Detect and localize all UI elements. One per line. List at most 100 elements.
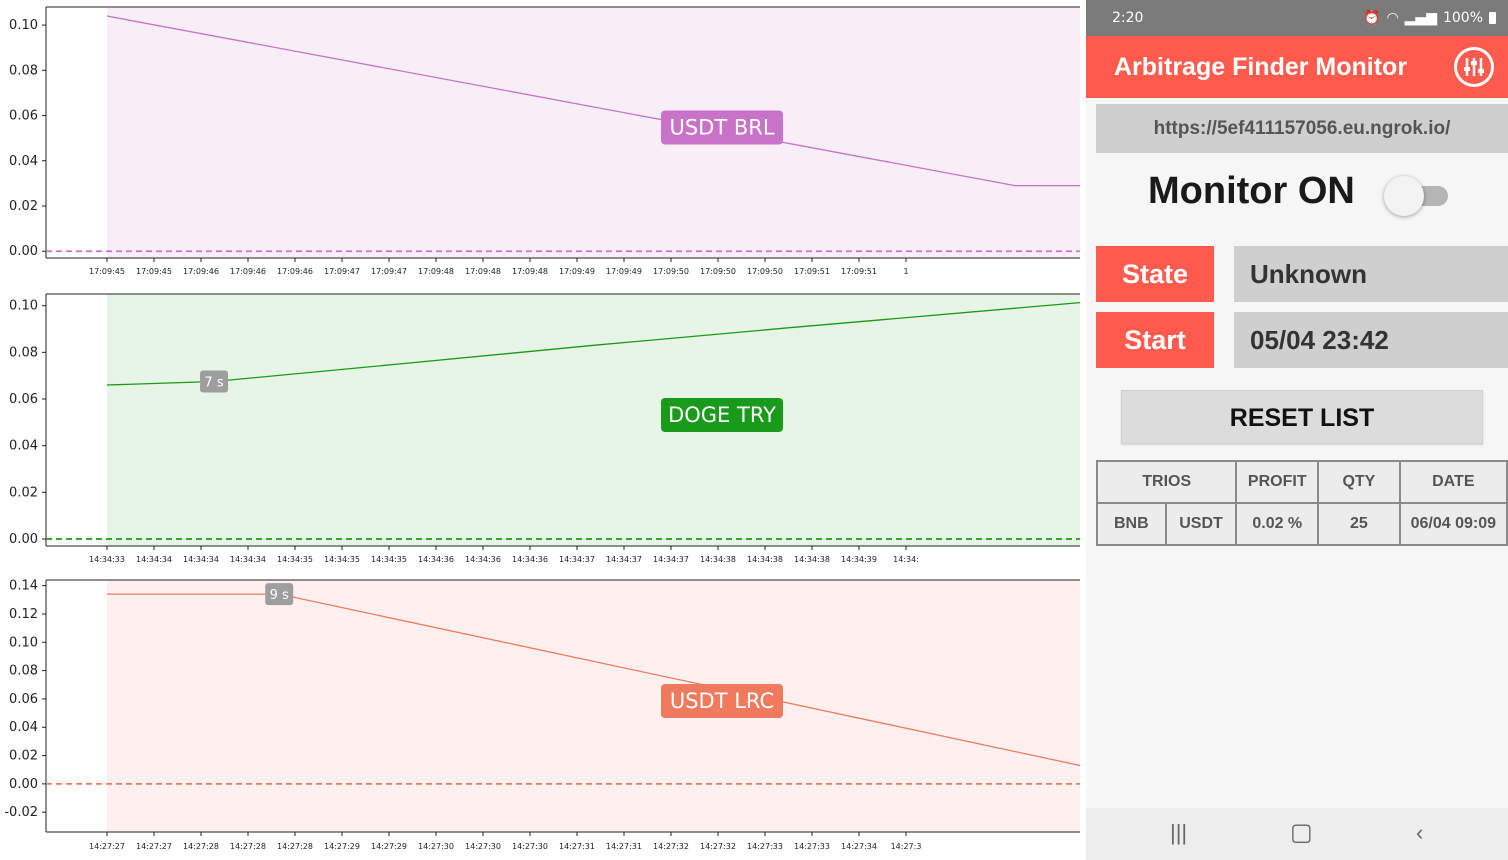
x-tick-label: 17:09:45 <box>89 267 125 276</box>
pair-label: USDT BRL <box>669 116 774 140</box>
x-tick-label: 17:09:46 <box>277 267 313 276</box>
y-tick-label: 0.06 <box>9 692 38 707</box>
x-tick-label: 14:34:38 <box>794 555 830 564</box>
x-tick-label: 14:27:3 <box>891 842 922 851</box>
x-tick-label: 14:27:27 <box>136 842 172 851</box>
y-tick-label: 0.00 <box>9 532 38 547</box>
table-row[interactable]: BNB USDT 0.02 % 25 06/04 09:09 <box>1097 503 1507 545</box>
chart-usdt-lrc: -0.020.000.020.040.060.080.100.120.1414:… <box>4 579 1080 851</box>
y-tick-label: 0.06 <box>9 392 38 407</box>
y-tick-label: 0.04 <box>9 154 38 169</box>
header-date: DATE <box>1400 461 1507 503</box>
y-tick-label: 0.08 <box>9 664 38 679</box>
x-tick-label: 17:09:45 <box>136 267 172 276</box>
header-profit: PROFIT <box>1236 461 1318 503</box>
time-badge-label: 9 s <box>270 588 289 603</box>
x-tick-label: 17:09:48 <box>418 267 454 276</box>
x-tick-label: 17:09:48 <box>512 267 548 276</box>
x-tick-label: 14:34:35 <box>324 555 360 564</box>
app-title: Arbitrage Finder Monitor <box>1114 53 1407 82</box>
battery-icon <box>1489 12 1496 24</box>
x-tick-label: 14:27:29 <box>371 842 407 851</box>
status-icons: ⏰ ◠ ▂▄▆ 100% <box>1363 10 1496 26</box>
start-value: 05/04 23:42 <box>1234 312 1508 368</box>
table-header-row: TRIOS PROFIT QTY DATE <box>1097 461 1507 503</box>
x-tick-label: 14:27:34 <box>841 842 877 851</box>
y-tick-label: 0.12 <box>9 607 38 622</box>
recent-apps-icon[interactable]: ||| <box>1170 820 1187 846</box>
pair-label: DOGE TRY <box>668 403 776 427</box>
chart-fill <box>107 294 1080 546</box>
x-tick-label: 17:09:46 <box>183 267 219 276</box>
x-tick-label: 17:09:50 <box>747 267 783 276</box>
x-tick-label: 1 <box>903 267 908 276</box>
back-icon[interactable]: ‹ <box>1416 820 1423 846</box>
x-tick-label: 14:34:38 <box>700 555 736 564</box>
y-tick-label: 0.10 <box>9 18 38 33</box>
y-tick-label: 0.08 <box>9 345 38 360</box>
battery-percent: 100% <box>1443 10 1483 26</box>
reset-list-button[interactable]: RESET LIST <box>1121 390 1483 444</box>
cell-qty: 25 <box>1318 503 1400 545</box>
header-qty: QTY <box>1318 461 1400 503</box>
trios-table: TRIOS PROFIT QTY DATE BNB USDT 0.02 % 25… <box>1096 460 1508 546</box>
x-tick-label: 14:27:33 <box>747 842 783 851</box>
x-tick-label: 17:09:51 <box>794 267 830 276</box>
x-tick-label: 14:27:32 <box>700 842 736 851</box>
pair-label: USDT LRC <box>670 689 774 713</box>
x-tick-label: 17:09:47 <box>371 267 407 276</box>
charts-panel: 0.00 0.02 0.04 0.06 0.08 0.10 17:09:45 17:09:45… <box>0 0 1084 860</box>
cell-profit: 0.02 % <box>1236 503 1318 545</box>
x-tick-label: 14:27:32 <box>653 842 689 851</box>
x-tick-label: 14:27:28 <box>230 842 266 851</box>
x-tick-label: 14:34:35 <box>277 555 313 564</box>
time-badge-label: 7 s <box>204 376 223 391</box>
y-tick-label: 0.04 <box>9 439 38 454</box>
x-tick-label: 14:34: <box>893 555 919 564</box>
chart-fill <box>107 7 1080 258</box>
state-label: State <box>1096 246 1214 302</box>
server-url[interactable]: https://5ef411157056.eu.ngrok.io/ <box>1096 104 1508 153</box>
x-tick-label: 14:27:30 <box>512 842 548 851</box>
status-time: 2:20 <box>1112 10 1143 26</box>
x-tick-label: 14:34:36 <box>465 555 501 564</box>
wifi-icon: ◠ <box>1386 10 1398 26</box>
chart-usdt-brl: 0.00 0.02 0.04 0.06 0.08 0.10 17:09:45 17:09:45… <box>9 7 1080 276</box>
x-tick-label: 17:09:48 <box>465 267 501 276</box>
x-tick-label: 17:09:49 <box>606 267 642 276</box>
x-tick-label: 17:09:50 <box>700 267 736 276</box>
x-tick-label: 14:34:37 <box>606 555 642 564</box>
app-bar: Arbitrage Finder Monitor <box>1086 36 1508 98</box>
android-navbar: ||| ▢ ‹ <box>1086 808 1508 860</box>
x-tick-label: 17:09:46 <box>230 267 266 276</box>
x-tick-label: 14:27:30 <box>418 842 454 851</box>
x-tick-label: 14:34:37 <box>559 555 595 564</box>
equalizer-icon[interactable] <box>1454 47 1494 87</box>
cell-trio-b: USDT <box>1166 503 1237 545</box>
charts-svg: 0.00 0.02 0.04 0.06 0.08 0.10 17:09:45 17:09:45… <box>0 0 1084 860</box>
y-tick-label: 0.14 <box>9 579 38 594</box>
y-tick-label: 0.08 <box>9 63 38 78</box>
x-tick-label: 14:34:39 <box>841 555 877 564</box>
y-tick-label: -0.02 <box>4 805 38 820</box>
alarm-icon: ⏰ <box>1363 10 1380 26</box>
start-label: Start <box>1096 312 1214 368</box>
chart-fill <box>107 580 1080 832</box>
x-tick-label: 14:34:36 <box>418 555 454 564</box>
home-icon[interactable]: ▢ <box>1290 818 1313 847</box>
cell-date: 06/04 09:09 <box>1400 503 1507 545</box>
y-tick-label: 0.02 <box>9 485 38 500</box>
x-tick-label: 14:34:34 <box>183 555 219 564</box>
x-tick-label: 14:34:33 <box>89 555 125 564</box>
y-tick-label: 0.10 <box>9 299 38 314</box>
phone-screen: 2:20 ⏰ ◠ ▂▄▆ 100% Arbitrage Finder Monit… <box>1086 0 1508 860</box>
y-tick-label: 0.00 <box>9 244 38 259</box>
x-tick-label: 14:27:31 <box>559 842 595 851</box>
signal-icon: ▂▄▆ <box>1405 10 1437 26</box>
chart-doge-try: 0.00 0.02 0.04 0.06 0.08 0.10 14:34:33 14:34:34… <box>9 294 1080 564</box>
status-bar: 2:20 ⏰ ◠ ▂▄▆ 100% <box>1086 0 1508 36</box>
monitor-toggle[interactable] <box>1384 176 1450 216</box>
x-tick-label: 17:09:47 <box>324 267 360 276</box>
x-tick-label: 14:34:35 <box>371 555 407 564</box>
x-tick-label: 14:27:33 <box>794 842 830 851</box>
